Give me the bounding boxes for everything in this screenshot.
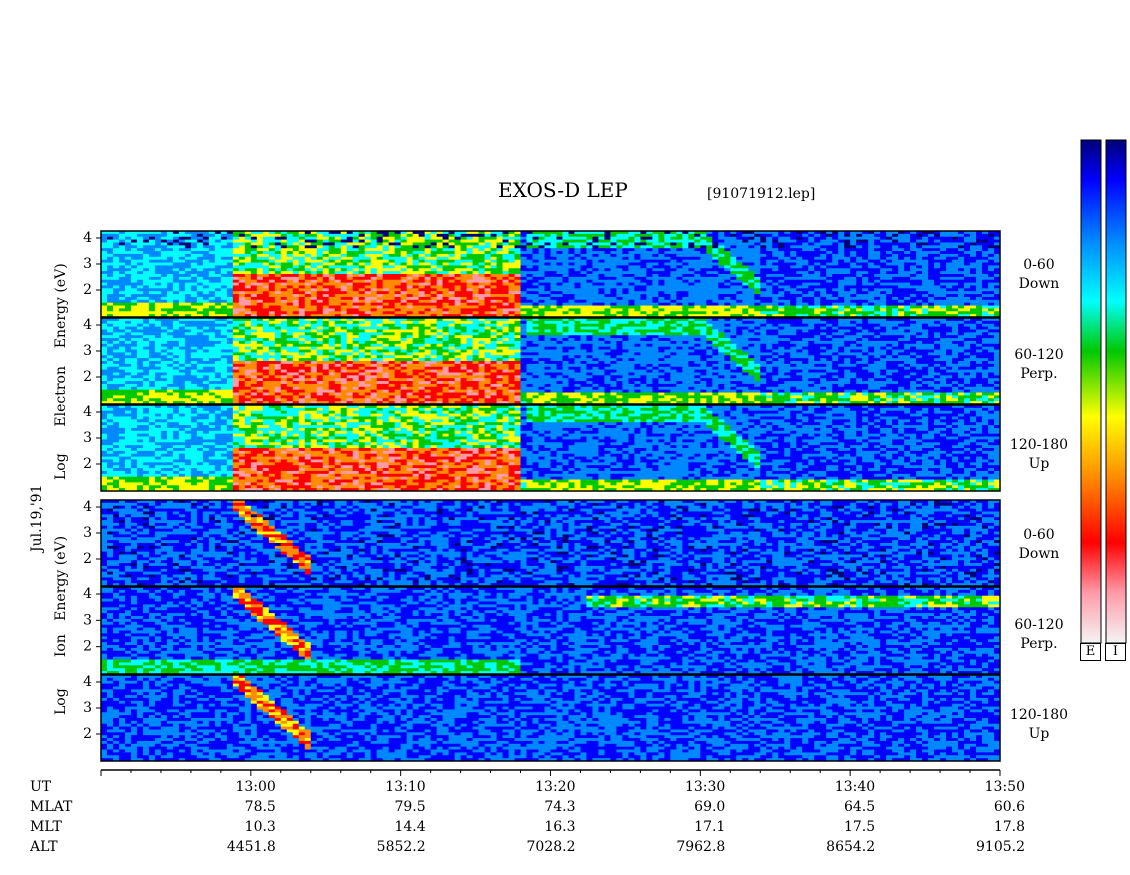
y-tick-label: 4	[83, 404, 92, 420]
row-label-alt: ALT	[30, 839, 58, 855]
ephemeris-mlt-value: 17.8	[955, 819, 1025, 835]
panel-label-i-up: 120-180 Up	[999, 706, 1079, 744]
y-tick-label: 2	[83, 456, 92, 472]
ephemeris-mlt-value: 17.5	[805, 819, 875, 835]
spectrogram-panel-6	[100, 674, 1001, 762]
ephemeris-mlat-value: 60.6	[955, 799, 1025, 815]
ephemeris-mlat-value: 69.0	[655, 799, 725, 815]
y-tick-label: 2	[83, 639, 92, 655]
ephemeris-mlat-value: 79.5	[356, 799, 425, 815]
ephemeris-mlt-value: 14.4	[356, 819, 425, 835]
ephemeris-alt-value: 5852.2	[356, 839, 426, 855]
spectrogram-panel-3	[100, 404, 1001, 492]
panel-label-i-perp: 60-120 Perp.	[999, 616, 1079, 654]
date-label: Jul.19,'91	[29, 485, 45, 552]
ephemeris-mlat-value: 78.5	[206, 799, 276, 815]
y-tick-label: 2	[83, 726, 92, 742]
row-label-ut: UT	[30, 779, 51, 795]
y-tick-label: 4	[83, 674, 92, 690]
panel-label-e-up: 120-180 Up	[999, 436, 1079, 474]
y-tick-label: 2	[83, 369, 92, 385]
ephemeris-mlt-value: 10.3	[206, 819, 276, 835]
spectrogram-panel-5	[100, 586, 1001, 675]
ephemeris-ut-value: 13:30	[655, 779, 725, 795]
ephemeris-mlat-value: 74.3	[506, 799, 575, 815]
ephemeris-alt-value: 9105.2	[955, 839, 1025, 855]
y-tick-label: 3	[83, 612, 92, 628]
y-tick-label: 4	[83, 230, 92, 246]
file-name: [91071912.lep]	[707, 186, 815, 202]
electron-energy-label: Log Electron Energy (eV)	[53, 263, 69, 480]
panel-label-e-down: 0-60 Down	[999, 256, 1079, 294]
electron-colorbar	[1080, 139, 1102, 644]
spectrogram-panel-2	[100, 317, 1001, 405]
colorbar-label-e: E	[1080, 643, 1101, 661]
y-tick-label: 3	[83, 700, 92, 716]
spectrogram-panel-4	[100, 499, 1001, 587]
y-tick-label: 2	[83, 282, 92, 298]
y-tick-label: 4	[83, 317, 92, 333]
spectrogram-panel-1	[100, 230, 1001, 318]
y-tick-label: 3	[83, 430, 92, 446]
ephemeris-ut-value: 13:50	[955, 779, 1025, 795]
ephemeris-mlt-value: 16.3	[506, 819, 575, 835]
y-tick-label: 4	[83, 499, 92, 515]
ion-energy-label: Log Ion Energy (eV)	[53, 536, 69, 715]
chart-title: EXOS-D LEP	[498, 178, 628, 202]
y-tick-label: 2	[83, 551, 92, 567]
ion-colorbar	[1105, 139, 1127, 644]
ephemeris-ut-value: 13:40	[805, 779, 875, 795]
y-tick-label: 3	[83, 525, 92, 541]
ephemeris-mlt-value: 17.1	[655, 819, 725, 835]
ephemeris-alt-value: 7028.2	[506, 839, 576, 855]
panel-label-e-perp: 60-120 Perp.	[999, 346, 1079, 384]
ephemeris-ut-value: 13:10	[356, 779, 425, 795]
row-label-mlt: MLT	[30, 819, 62, 835]
ephemeris-alt-value: 4451.8	[206, 839, 276, 855]
ephemeris-alt-value: 7962.8	[655, 839, 725, 855]
ephemeris-mlat-value: 64.5	[805, 799, 875, 815]
row-label-mlat: MLAT	[30, 799, 72, 815]
colorbar-label-i: I	[1105, 643, 1126, 661]
ephemeris-alt-value: 8654.2	[805, 839, 875, 855]
ephemeris-ut-value: 13:00	[206, 779, 275, 795]
y-tick-label: 4	[83, 586, 92, 602]
panel-label-i-down: 0-60 Down	[999, 526, 1079, 564]
y-tick-label: 3	[83, 343, 92, 359]
y-tick-label: 3	[83, 256, 92, 272]
ephemeris-ut-value: 13:20	[506, 779, 575, 795]
